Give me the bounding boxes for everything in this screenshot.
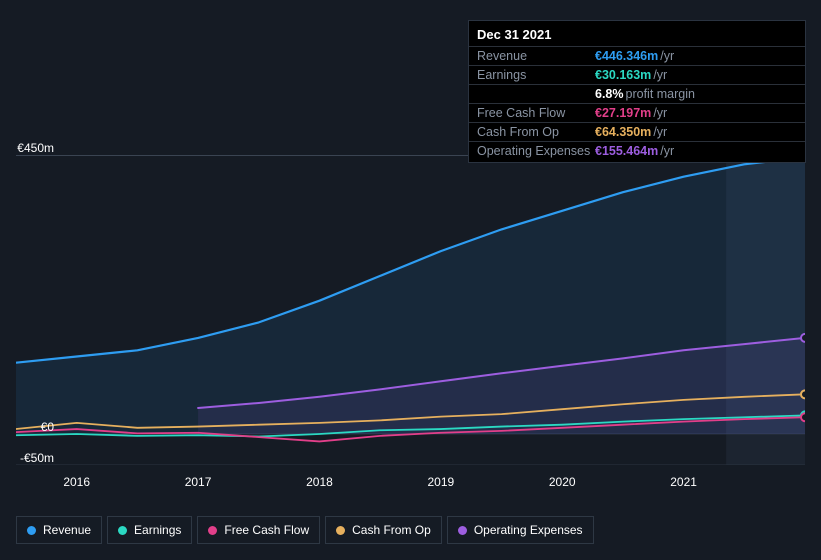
- tooltip-suffix: /yr: [653, 106, 667, 120]
- tooltip-label: Earnings: [477, 68, 595, 82]
- tooltip-suffix: /yr: [660, 49, 674, 63]
- tooltip-row: Earnings€30.163m /yr: [469, 65, 805, 84]
- y-tick-label: €450m: [14, 141, 54, 155]
- tooltip-label: Cash From Op: [477, 125, 595, 139]
- legend-swatch: [336, 526, 345, 535]
- tooltip-label: Operating Expenses: [477, 144, 595, 158]
- legend-label: Free Cash Flow: [224, 523, 309, 537]
- tooltip-rows: Revenue€446.346m /yrEarnings€30.163m /yr…: [469, 46, 805, 160]
- legend-item[interactable]: Revenue: [16, 516, 102, 544]
- financial-chart[interactable]: €450m€0-€50m 201620172018201920202021: [16, 155, 805, 505]
- tooltip-suffix: /yr: [653, 125, 667, 139]
- tooltip-value: €27.197m: [595, 106, 651, 120]
- y-tick-label: €0: [14, 420, 54, 434]
- legend-swatch: [208, 526, 217, 535]
- x-tick-label: 2016: [63, 475, 90, 489]
- x-tick-label: 2020: [549, 475, 576, 489]
- legend-swatch: [27, 526, 36, 535]
- tooltip-value: €155.464m: [595, 144, 658, 158]
- legend-item[interactable]: Operating Expenses: [447, 516, 594, 544]
- tooltip-row: 6.8% profit margin: [469, 84, 805, 103]
- x-tick-label: 2019: [427, 475, 454, 489]
- tooltip-row: Cash From Op€64.350m /yr: [469, 122, 805, 141]
- tooltip-suffix: profit margin: [626, 87, 695, 101]
- tooltip-value: €30.163m: [595, 68, 651, 82]
- tooltip-row: Free Cash Flow€27.197m /yr: [469, 103, 805, 122]
- legend-item[interactable]: Free Cash Flow: [197, 516, 320, 544]
- tooltip-suffix: /yr: [660, 144, 674, 158]
- tooltip-value: 6.8%: [595, 87, 624, 101]
- legend-label: Operating Expenses: [474, 523, 583, 537]
- legend-label: Revenue: [43, 523, 91, 537]
- x-tick-label: 2017: [185, 475, 212, 489]
- tooltip-label: Free Cash Flow: [477, 106, 595, 120]
- legend-item[interactable]: Cash From Op: [325, 516, 442, 544]
- tooltip-date: Dec 31 2021: [469, 21, 805, 46]
- chart-tooltip: Dec 31 2021 Revenue€446.346m /yrEarnings…: [468, 20, 806, 163]
- chart-legend: Revenue Earnings Free Cash Flow Cash From O…: [16, 516, 594, 544]
- legend-label: Earnings: [134, 523, 181, 537]
- tooltip-label: Revenue: [477, 49, 595, 63]
- legend-swatch: [458, 526, 467, 535]
- tooltip-value: €446.346m: [595, 49, 658, 63]
- x-tick-label: 2018: [306, 475, 333, 489]
- legend-swatch: [118, 526, 127, 535]
- tooltip-row: Operating Expenses€155.464m /yr: [469, 141, 805, 160]
- y-tick-label: -€50m: [14, 451, 54, 465]
- tooltip-suffix: /yr: [653, 68, 667, 82]
- x-axis-labels: 2016 2017 2018 2019 2020 2021: [16, 475, 805, 495]
- chart-canvas: [16, 155, 805, 465]
- legend-item[interactable]: Earnings: [107, 516, 192, 544]
- legend-label: Cash From Op: [352, 523, 431, 537]
- x-tick-label: 2021: [670, 475, 697, 489]
- tooltip-value: €64.350m: [595, 125, 651, 139]
- tooltip-row: Revenue€446.346m /yr: [469, 46, 805, 65]
